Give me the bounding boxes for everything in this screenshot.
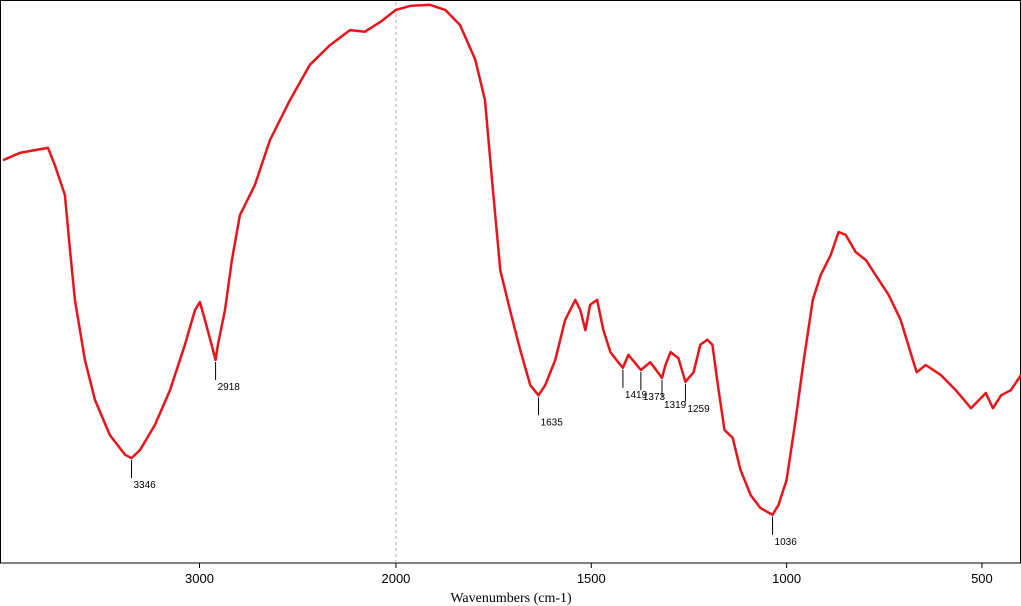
peak-label: 3346	[133, 480, 156, 491]
x-tick-label: 500	[971, 571, 993, 586]
peak-label: 1036	[775, 537, 798, 548]
spectrum-line	[2, 3, 1021, 517]
x-axis-title: Wavenumbers (cm-1)	[450, 591, 572, 606]
x-tick-label: 1500	[577, 571, 606, 586]
peak-label: 2918	[218, 382, 241, 393]
peak-label: 1635	[541, 417, 564, 428]
x-tick-label: 1000	[772, 571, 801, 586]
x-tick-label: 3000	[185, 571, 214, 586]
x-tick-label: 2000	[381, 571, 410, 586]
peak-label: 1259	[687, 404, 710, 415]
peak-label: 1319	[664, 400, 687, 411]
peak-label: 1373	[643, 392, 666, 403]
peak-label: 1419	[625, 390, 648, 401]
plot-frame	[0, 0, 1021, 564]
